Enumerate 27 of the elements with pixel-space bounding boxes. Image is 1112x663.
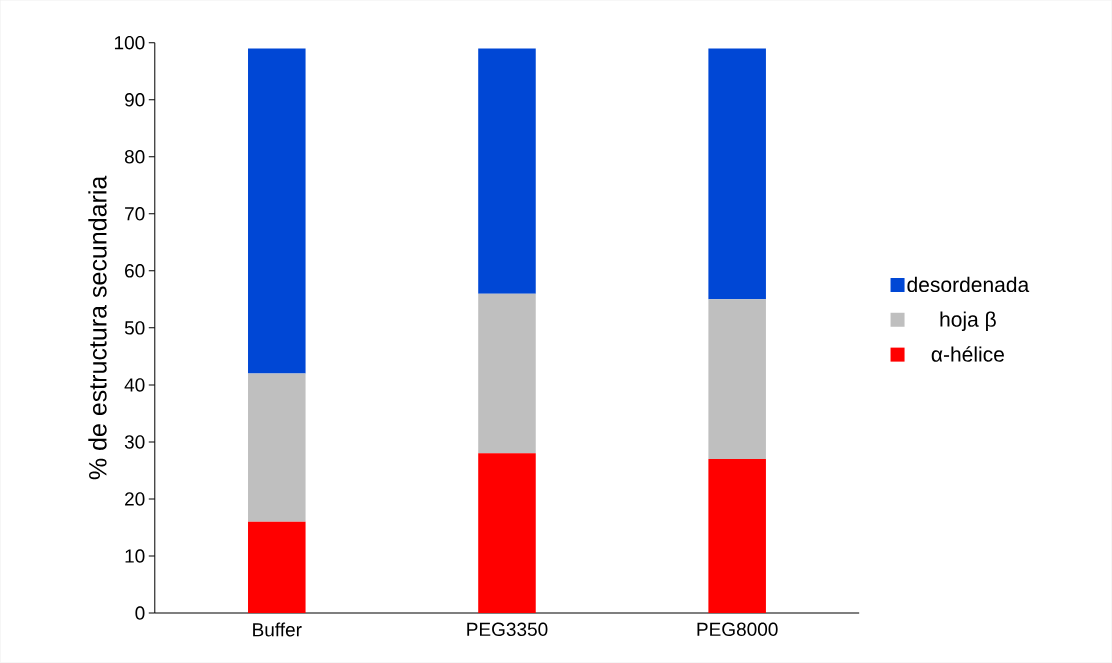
bar	[708, 459, 766, 614]
y-tick-label: 70	[125, 207, 145, 221]
bar	[248, 373, 306, 522]
y-axis-title: % de estructura secundaria	[88, 175, 107, 480]
bar	[248, 521, 306, 614]
y-tick-label: 90	[125, 93, 145, 107]
y-tick-label: 20	[125, 492, 145, 506]
y-tick-label: 0	[135, 606, 145, 620]
y-tick-label: 50	[124, 321, 145, 335]
y-tick-label: 40	[124, 378, 145, 392]
y-tick-label: 30	[124, 435, 145, 449]
bar	[708, 48, 766, 300]
bar	[478, 48, 536, 294]
legend-label: desordenada	[907, 276, 1030, 293]
x-tick-label: Buffer	[253, 622, 302, 637]
bar	[478, 453, 536, 614]
bar	[708, 299, 766, 460]
y-tick-label: 10	[125, 549, 145, 563]
y-tick-label: 80	[124, 150, 145, 164]
y-tick-label: 60	[125, 264, 145, 278]
x-tick-label: PEG8000	[697, 622, 778, 637]
x-tick-label: PEG3350	[467, 622, 548, 637]
legend-label: hoja β	[940, 311, 996, 332]
legend-label: α-hélice	[931, 346, 1004, 362]
bar	[248, 48, 306, 374]
bar	[478, 293, 536, 454]
y-tick-label: 100	[114, 36, 145, 50]
